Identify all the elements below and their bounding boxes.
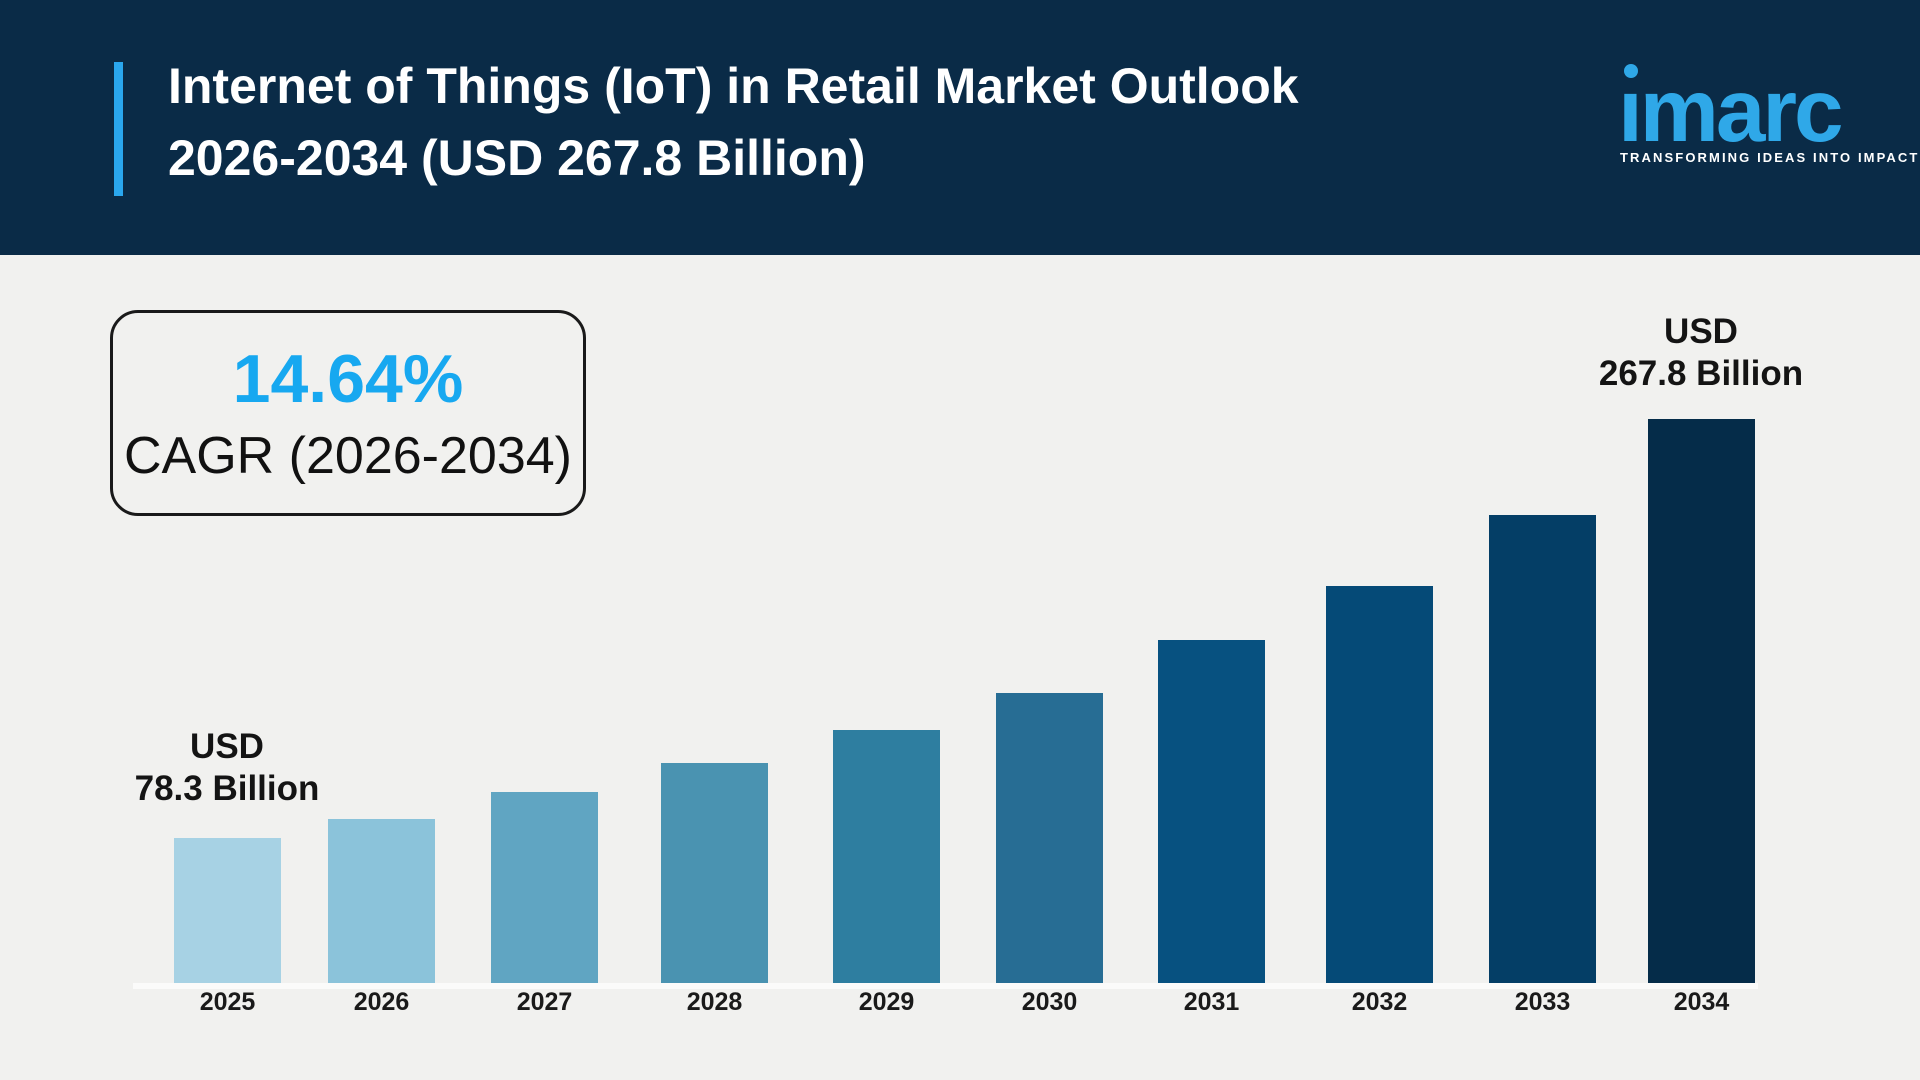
bar-2031 bbox=[1158, 640, 1265, 983]
year-label-2026: 2026 bbox=[353, 988, 410, 1016]
end-value-line2: 267.8 Billion bbox=[1598, 354, 1804, 393]
imarc-logo: ımarc TRANSFORMING IDEAS INTO IMPACT bbox=[1618, 0, 1920, 255]
bar-2025 bbox=[174, 838, 281, 983]
start-value-label: USD 78.3 Billion bbox=[135, 726, 320, 810]
logo-wordmark: ımarc bbox=[1618, 60, 1843, 160]
bar-2033 bbox=[1489, 515, 1596, 983]
year-label-2028: 2028 bbox=[686, 988, 743, 1016]
bar-2026 bbox=[328, 819, 435, 983]
year-label-2029: 2029 bbox=[858, 988, 915, 1016]
bar-2032 bbox=[1326, 586, 1433, 983]
year-label-2032: 2032 bbox=[1351, 988, 1408, 1016]
year-label-2030: 2030 bbox=[1021, 988, 1078, 1016]
start-value-line1: USD bbox=[190, 727, 264, 766]
page-title-line1: Internet of Things (IoT) in Retail Marke… bbox=[168, 58, 1299, 114]
cagr-label: CAGR (2026-2034) bbox=[124, 427, 572, 485]
axis-baseline bbox=[133, 983, 1758, 989]
header: Internet of Things (IoT) in Retail Marke… bbox=[0, 0, 1920, 255]
bar-2028 bbox=[661, 763, 768, 983]
start-value-line2: 78.3 Billion bbox=[134, 769, 320, 808]
year-label-2027: 2027 bbox=[516, 988, 573, 1016]
bar-2027 bbox=[491, 792, 598, 983]
year-label-2034: 2034 bbox=[1673, 988, 1730, 1016]
title-accent-bar bbox=[114, 62, 123, 196]
page-title: Internet of Things (IoT) in Retail Marke… bbox=[168, 50, 1299, 194]
end-value-line1: USD bbox=[1664, 312, 1738, 351]
bar-2029 bbox=[833, 730, 940, 983]
logo-tagline: TRANSFORMING IDEAS INTO IMPACT bbox=[1620, 150, 1920, 165]
logo-i-dot-icon bbox=[1624, 64, 1638, 78]
bar-2034 bbox=[1648, 419, 1755, 983]
bar-2030 bbox=[996, 693, 1103, 983]
cagr-box: 14.64% CAGR (2026-2034) bbox=[110, 310, 586, 516]
page-title-line2: 2026-2034 (USD 267.8 Billion) bbox=[168, 130, 866, 186]
end-value-label: USD 267.8 Billion bbox=[1599, 311, 1803, 395]
year-label-2025: 2025 bbox=[199, 988, 256, 1016]
year-label-2033: 2033 bbox=[1514, 988, 1571, 1016]
cagr-value: 14.64% bbox=[232, 341, 464, 417]
year-label-2031: 2031 bbox=[1183, 988, 1240, 1016]
